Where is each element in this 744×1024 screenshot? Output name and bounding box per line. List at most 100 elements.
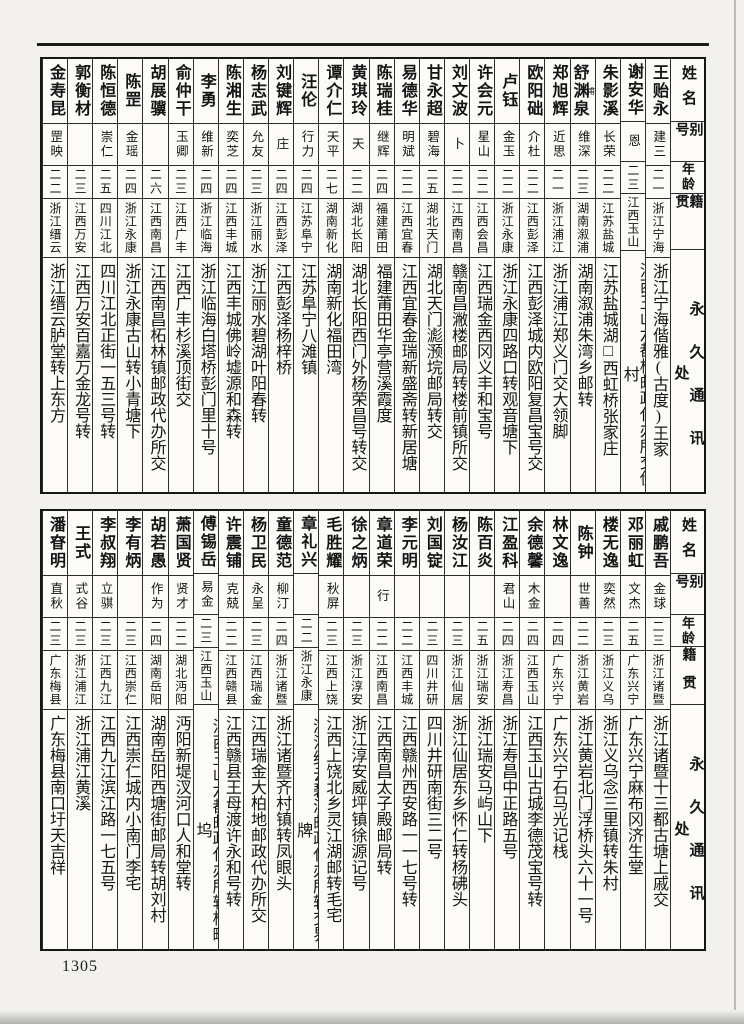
native-cell: 四川井研 [419,650,444,709]
person-column: 戚鹏吾 金球 二三 浙江诸暨 浙江诸暨十三都古塘上戚交 [644,511,670,949]
person-column: 毛胜耀 秋屏 二三 江西上饶 江西上饶北乡灵江湖邮转毛宅 [318,511,344,949]
age-cell: 二四 [294,165,319,198]
native-cell: 江西赣县 [218,650,243,709]
native-cell: 浙江浦江 [545,198,570,257]
alias-cell: 明斌 [394,123,419,165]
person-native: 江西万安 [73,202,88,254]
person-alias: 克兢 [224,582,239,611]
person-native: 四川井研 [424,654,439,706]
person-column: 王式 式谷 二三 浙江浦江 浙江浦江黄溪 [67,511,93,949]
age-cell: 二六 [143,165,168,198]
alias-cell: 永呈 [243,575,268,617]
person-address: 浙江义乌念三里镇转朱村 [599,715,617,891]
alias-cell: 作为 [143,575,168,617]
alias-cell: 金瑶 [118,123,143,165]
name-cell: 李元明 [395,511,419,575]
age-cell: 二二 [42,165,67,198]
native-cell: 浙江淳安 [344,650,369,709]
alias-cell: 庄 [269,123,294,165]
person-name: 王贻永 [649,64,667,118]
person-age: 二五 [424,168,439,196]
name-cell: 毛胜耀 [319,511,343,575]
alias-cell [118,575,143,617]
person-age: 二四 [550,620,565,648]
person-column: 杨志武 允友 二三 浙江丽水 浙江丽水碧湖叶阳春转 [242,59,268,492]
native-cell: 浙江缙云 [42,198,67,257]
person-name: 刘键辉 [273,64,291,118]
person-age: 二三 [123,620,138,648]
person-age: 二三 [173,168,188,196]
person-name-note: 甫 [586,87,595,95]
column-header-age: 年龄 [680,615,695,646]
person-name: 戚鹏吾 [649,516,667,570]
person-name: 陈瑞桂 [373,64,391,118]
person-native: 江西崇仁 [123,654,138,706]
native-cell: 江西上饶 [319,650,344,709]
person-address: 江西广丰杉溪顶街交 [172,263,190,407]
address-cell: 江西万安百嘉万金龙号转 [68,257,93,492]
age-cell: 二三 [595,617,620,650]
address-cell: 浙江瑞安马屿山下 [470,709,495,949]
alias-cell: 恩 [620,120,645,162]
age-cell: 二四 [218,165,243,198]
address-cell: 浙江寿昌中正路五号 [495,709,520,949]
age-cell: 二三 [168,165,193,198]
person-native: 浙江永康 [299,649,314,702]
age-cell: 二四 [118,165,143,198]
person-age: 二四 [299,168,314,196]
person-native: 江西玉山 [625,195,640,248]
person-native: 广东兴宁 [625,654,640,706]
age-cell: 二三 [570,165,595,198]
person-name: 杨卫民 [247,516,265,570]
alias-cell: 式谷 [68,575,93,617]
address-cell: 广东兴宁石马光记栈 [545,709,570,949]
native-cell: 浙江寿昌 [495,650,520,709]
person-address: 江西瑞金西冈义丰和宝号 [474,263,492,439]
person-name: 郭衡材 [72,64,90,118]
name-cell: 潘眘明 [43,511,67,575]
age-cell: 二二 [294,614,319,646]
name-cell: 杨志武 [244,59,268,123]
native-cell: 广东梅县 [42,650,67,709]
person-age: 二三 [248,620,263,648]
header-cell-name: 姓名 [671,511,704,573]
age-cell: 二二 [394,165,419,198]
age-cell: 二四 [143,617,168,650]
person-name: 金寿昆 [46,64,64,118]
person-address: 广东兴宁麻布冈济生堂 [624,715,642,875]
person-age: 二一 [650,168,665,196]
person-column: 章道荣行二二 江西南昌 江西南昌太子殿邮局转 [368,511,394,949]
address-cell: 湖南溆浦朱湾乡邮转 [570,257,595,492]
alias-cell [68,123,93,165]
name-cell: 童德范 [269,511,293,575]
native-cell: 浙江瑞安 [470,650,495,709]
address-cell: 浙江缙云胪堂转上东方 [42,257,67,492]
person-address: 浙江缙云碧溪邮政代办所转交界牌 [294,718,318,942]
person-address: 江西万安百嘉万金龙号转 [72,263,90,439]
person-address: 江西赣州西安路一一七号转 [398,715,416,907]
person-age: 二四 [123,168,138,196]
person-address: 浙江诸暨齐村镇转凤眼头 [273,715,291,891]
person-column: 郑旭辉 近思 二一 浙江浦江 浙江浦江郑义门交大领脚 [544,59,570,492]
header-cell-address: 永久通讯处 [671,703,704,949]
person-name: 俞仲干 [172,64,190,118]
age-cell: 二二 [595,165,620,198]
person-native: 湖南溆浦 [575,202,590,254]
person-name: 徐之炳 [348,516,366,570]
person-age: 二三 [449,620,464,648]
alias-cell: 君山 [495,575,520,617]
person-name: 谢安华 [624,62,642,117]
person-name: 胡若愚 [147,516,165,570]
name-cell: 郑旭辉 [545,59,569,123]
age-cell: 二五 [93,165,118,198]
name-cell: 陈罡 [118,59,142,123]
alias-cell: 奕芝 [218,123,243,165]
address-cell: 江西赣县王母渡许永和号转 [218,709,243,949]
person-column: 林文逸 二四 广东兴宁 广东兴宁石马光记栈 [544,511,570,949]
name-cell: 林文逸 [545,511,569,575]
age-cell: 二三 [193,614,218,646]
address-cell: 湖南岳阳西塘街邮局转胡刘村 [143,709,168,949]
person-native: 湖北长阳 [349,202,364,254]
name-cell: 谢安华 [621,59,645,121]
header-cell-age: 年龄 [671,160,704,193]
